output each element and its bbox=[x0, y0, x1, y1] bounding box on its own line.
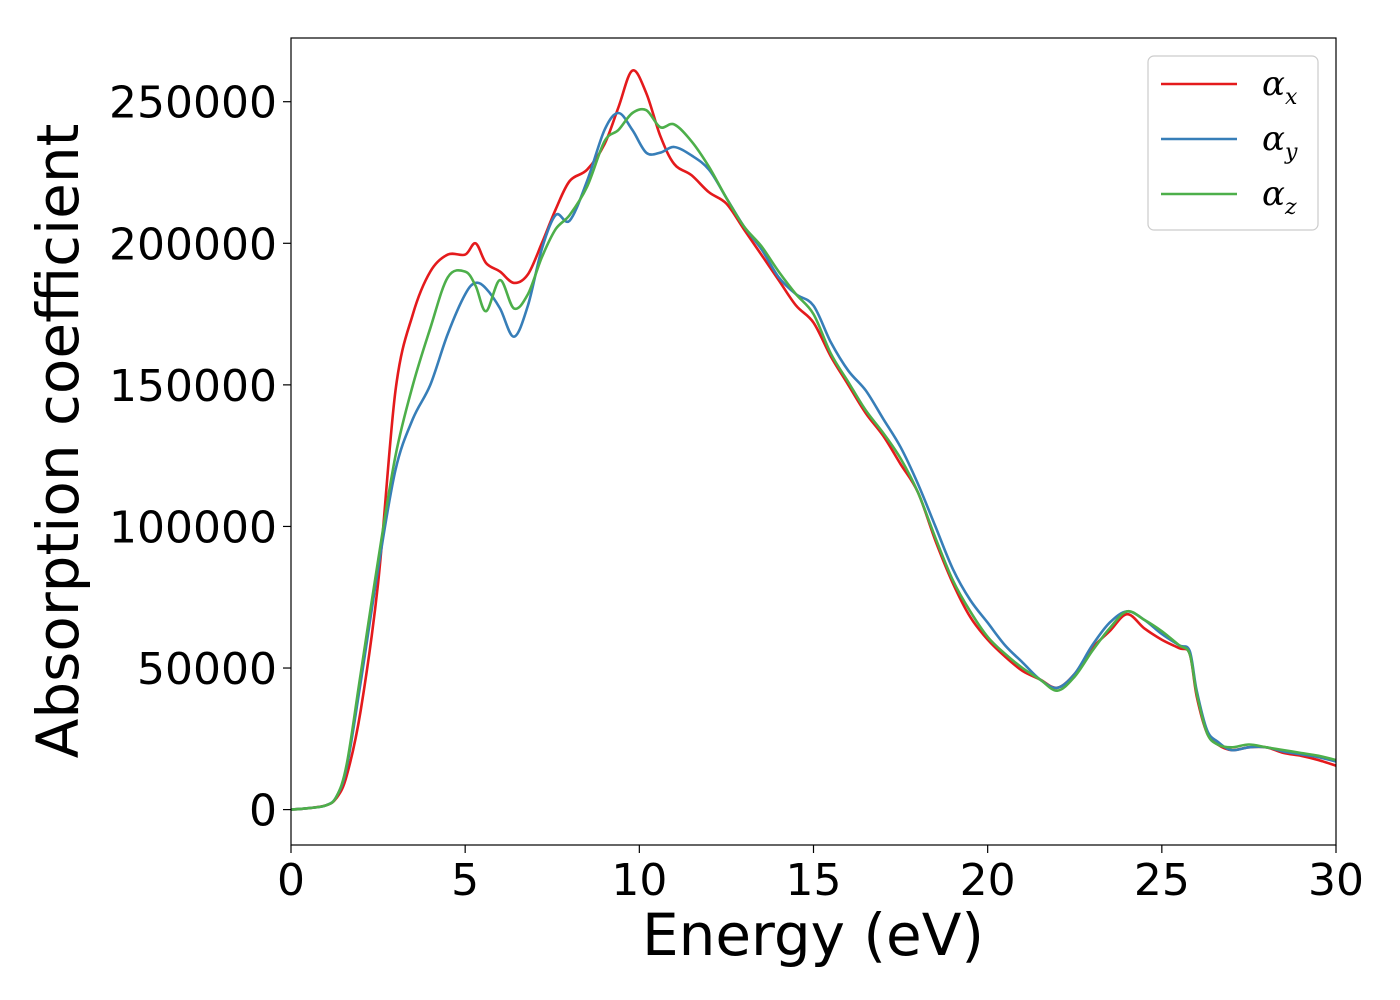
y-tick-label: 100000 bbox=[109, 502, 277, 553]
x-tick-label: 0 bbox=[277, 855, 305, 906]
y-tick-label: 0 bbox=[249, 786, 277, 837]
x-tick-label: 25 bbox=[1134, 855, 1190, 906]
x-tick-label: 10 bbox=[611, 855, 667, 906]
x-tick-label: 20 bbox=[960, 855, 1016, 906]
legend-box bbox=[1147, 55, 1319, 231]
y-tick-label: 200000 bbox=[109, 219, 277, 270]
y-tick-label: 150000 bbox=[109, 361, 277, 412]
x-axis: 0 5 10 15 20 25 30 bbox=[277, 845, 1364, 906]
x-tick-label: 5 bbox=[451, 855, 479, 906]
y-tick-label: 250000 bbox=[109, 78, 277, 129]
plot-series-group bbox=[290, 69, 1337, 811]
y-tick-label: 50000 bbox=[137, 644, 277, 695]
y-axis-title: Absorption coefficient bbox=[24, 124, 92, 759]
series-line-z bbox=[290, 107, 1337, 811]
series-line-x bbox=[290, 69, 1337, 811]
y-axis: 0 50000 100000 150000 200000 250000 bbox=[109, 78, 291, 837]
x-tick-label: 30 bbox=[1308, 855, 1364, 906]
x-tick-label: 15 bbox=[786, 855, 842, 906]
x-axis-title: Energy (eV) bbox=[642, 901, 984, 969]
